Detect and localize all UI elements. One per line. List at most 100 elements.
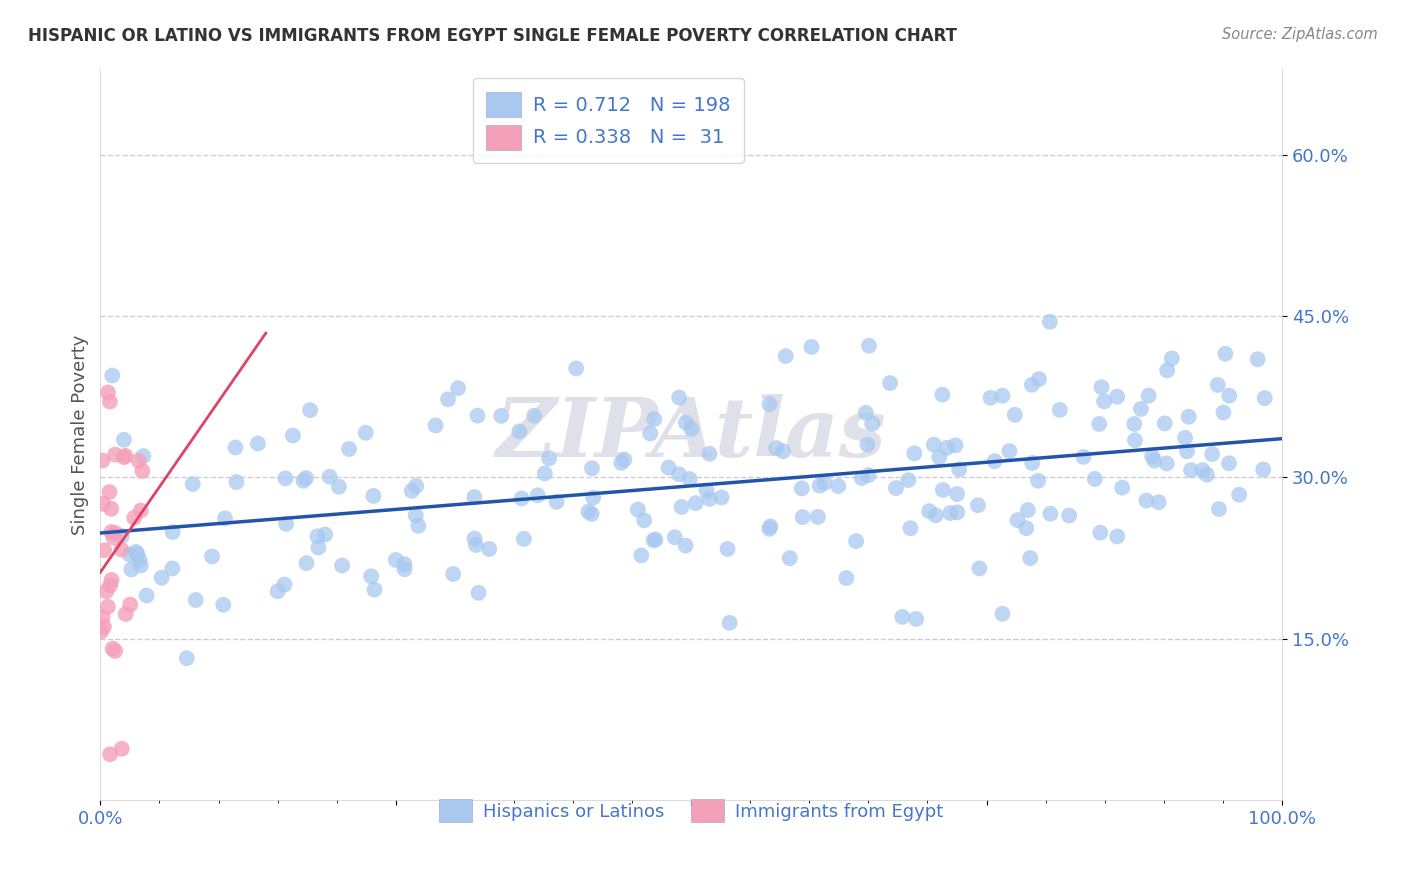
Point [122, 511, 145, 525]
Point [246, 436, 269, 450]
Point [935, 441, 957, 455]
Point [1206, 378, 1229, 392]
Point [112, 450, 135, 464]
Point [630, 549, 652, 563]
Point [932, 483, 955, 497]
Point [710, 491, 733, 505]
Point [792, 510, 814, 524]
Point [533, 467, 555, 481]
Point [1160, 351, 1182, 366]
Point [425, 418, 447, 433]
Point [328, 480, 350, 494]
Point [922, 437, 945, 451]
Point [1026, 474, 1049, 488]
Point [1039, 315, 1062, 329]
Point [162, 524, 184, 539]
Point [855, 406, 877, 420]
Point [903, 446, 925, 460]
Point [858, 468, 880, 483]
Point [112, 433, 135, 447]
Point [100, 573, 122, 587]
Point [128, 553, 150, 567]
Point [565, 361, 588, 376]
Point [96, 584, 118, 599]
Point [1039, 507, 1062, 521]
Point [643, 412, 665, 426]
Point [638, 426, 661, 441]
Point [790, 482, 813, 496]
Point [463, 490, 485, 504]
Point [93, 619, 115, 633]
Point [772, 444, 794, 458]
Point [467, 586, 489, 600]
Point [114, 607, 136, 621]
Point [765, 441, 787, 455]
Point [91, 610, 114, 624]
Point [946, 487, 969, 501]
Point [1028, 372, 1050, 386]
Point [695, 483, 717, 498]
Point [354, 425, 377, 440]
Point [807, 509, 830, 524]
Point [125, 545, 148, 559]
Point [120, 562, 142, 576]
Point [98, 578, 121, 592]
Point [1073, 450, 1095, 464]
Point [120, 598, 142, 612]
Point [1246, 352, 1268, 367]
Point [900, 521, 922, 535]
Point [699, 491, 721, 506]
Point [1143, 453, 1166, 467]
Point [101, 368, 124, 383]
Point [225, 475, 247, 489]
Point [1107, 529, 1129, 543]
Point [281, 428, 304, 442]
Point [523, 409, 546, 423]
Point [860, 417, 883, 431]
Point [274, 516, 297, 531]
Point [928, 450, 950, 464]
Point [118, 548, 141, 562]
Point [129, 503, 152, 517]
Point [897, 473, 920, 487]
Point [307, 541, 329, 555]
Point [1135, 493, 1157, 508]
Point [718, 615, 741, 630]
Point [1254, 391, 1277, 405]
Point [884, 481, 907, 495]
Point [1092, 394, 1115, 409]
Point [758, 522, 780, 536]
Point [510, 491, 533, 506]
Point [800, 340, 823, 354]
Point [1195, 467, 1218, 482]
Point [93, 543, 115, 558]
Point [267, 584, 290, 599]
Point [363, 582, 385, 597]
Point [1153, 417, 1175, 431]
Point [827, 479, 849, 493]
Point [905, 612, 928, 626]
Point [991, 607, 1014, 621]
Point [538, 451, 561, 466]
Point [1177, 409, 1199, 424]
Point [408, 519, 430, 533]
Point [1090, 380, 1112, 394]
Point [668, 467, 690, 482]
Point [576, 505, 599, 519]
Point [1004, 408, 1026, 422]
Point [891, 610, 914, 624]
Point [980, 391, 1002, 405]
Point [273, 577, 295, 591]
Point [1140, 450, 1163, 464]
Point [931, 387, 953, 401]
Point [212, 598, 235, 612]
Point [103, 531, 125, 545]
Point [945, 438, 967, 452]
Point [394, 562, 416, 576]
Point [1227, 488, 1250, 502]
Point [775, 349, 797, 363]
Point [1088, 417, 1111, 431]
Point [1123, 417, 1146, 431]
Point [835, 571, 858, 585]
Point [464, 532, 486, 546]
